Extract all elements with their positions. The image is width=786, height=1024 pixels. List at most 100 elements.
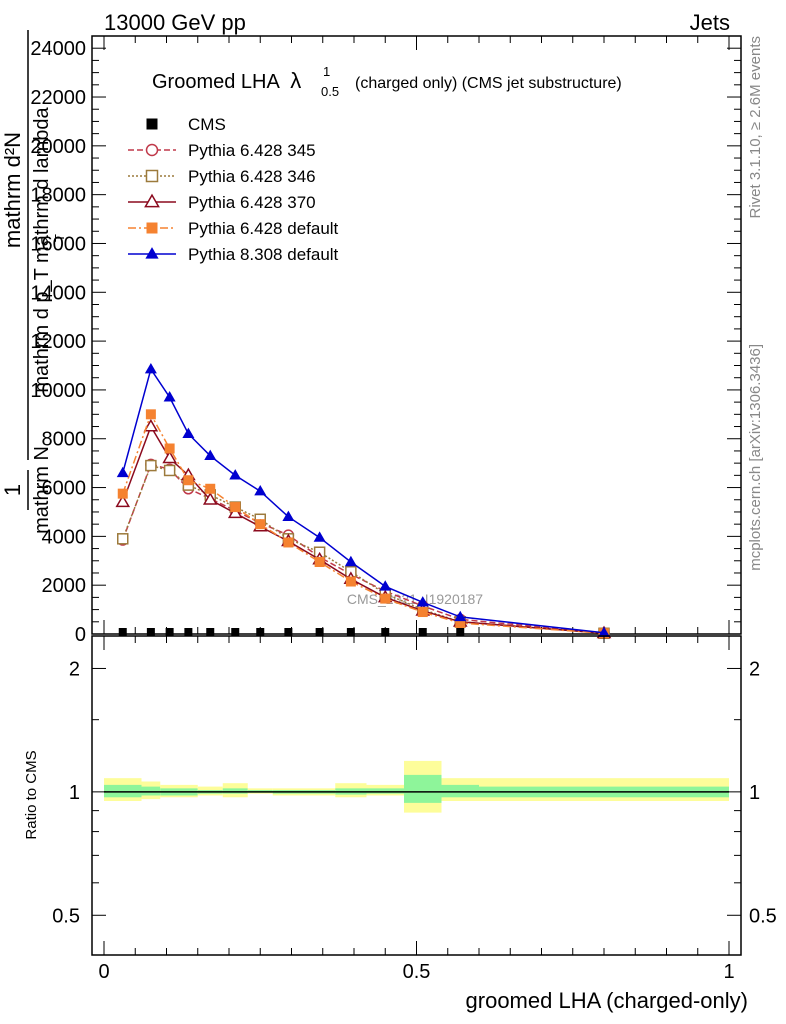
legend-item: CMS (146, 115, 226, 134)
data-point (204, 449, 217, 461)
ratio-axes: 0.5 0.5 1 1 2 2 0 0.5 1 (52, 635, 777, 983)
main-ytick-label: 22000 (30, 87, 86, 109)
data-point (380, 593, 391, 604)
data-point (598, 626, 610, 637)
ratio-ylabel: Ratio to CMS (23, 750, 40, 839)
main-ytick-label: 12000 (30, 331, 86, 353)
data-point (416, 596, 429, 607)
plot-title: Groomed LHA λ 1 0.5 (charged only) (CMS … (152, 64, 622, 99)
ratio-band-stat (441, 784, 479, 798)
main-ytick-label: 20000 (30, 136, 86, 158)
data-point (454, 610, 467, 622)
data-point (163, 464, 176, 477)
main-ytick-label: 6000 (42, 478, 87, 500)
data-point (345, 576, 356, 587)
main-ytick-label: 18000 (30, 185, 86, 207)
legend-label: Pythia 6.428 default (188, 219, 339, 238)
legend-item: Pythia 8.308 default (128, 245, 339, 264)
data-point (162, 450, 177, 464)
series-line (122, 463, 605, 634)
legend-label: CMS (188, 115, 226, 134)
data-point (206, 628, 215, 636)
legend: CMS Pythia 6.428 345 Pythia 6.428 346 Pythi… (128, 115, 339, 264)
x-axis-label: groomed LHA (charged-only) (466, 988, 748, 1013)
data-point (145, 409, 156, 420)
rivet-label: Rivet 3.1.10, ≥ 2.6M events (747, 36, 764, 219)
data-point (229, 469, 242, 480)
ratio-ytick-label: 1 (69, 782, 80, 804)
data-point (283, 537, 294, 548)
ylabel-numerator: mathrm d²N (0, 132, 25, 248)
data-point (456, 628, 465, 636)
data-point (182, 427, 195, 439)
title-sub: 0.5 (321, 84, 339, 99)
main-ytick-label: 10000 (30, 380, 86, 402)
ylabel-sub: T (52, 234, 67, 242)
header-right: Jets (690, 10, 730, 35)
legend-marker (144, 193, 160, 208)
legend-marker (145, 169, 159, 183)
title-main: Groomed LHA (152, 71, 280, 93)
ylabel-prefix-den: mathrm N (31, 446, 53, 534)
ratio-bands (104, 760, 729, 813)
data-point (117, 533, 129, 545)
legend-marker (145, 247, 159, 259)
legend-marker (146, 222, 158, 234)
ratio-ytick-label-right: 0.5 (749, 905, 777, 927)
data-point (227, 505, 243, 519)
data-point (379, 580, 392, 591)
data-point (313, 531, 326, 542)
legend-item: Pythia 6.428 346 (128, 167, 316, 186)
ratio-ytick-label-right: 2 (749, 658, 760, 680)
data-point (145, 459, 157, 472)
main-ylabel: 1 mathrm N mathrm d²N mathrm d p_T mathr… (0, 30, 67, 534)
data-point (231, 628, 240, 636)
data-point (184, 628, 193, 636)
main-ytick-label: 0 (75, 624, 86, 646)
data-point (417, 607, 428, 618)
data-point (183, 475, 194, 486)
main-axes: 0 2000 4000 6000 8000 10000 12000 14000 16000 180… (30, 35, 742, 646)
series-0 (118, 628, 465, 636)
data-point (346, 628, 355, 636)
title-rest: (charged only) (CMS jet substructure) (355, 75, 622, 92)
main-series (115, 362, 612, 640)
mcplots-label: mcplots.cern.ch [arXiv:1306.3436] (747, 344, 764, 571)
data-point (255, 519, 266, 530)
legend-label: Pythia 6.428 346 (188, 167, 316, 186)
ratio-band-stat (104, 784, 142, 798)
xtick-label: 1 (723, 961, 734, 983)
data-point (256, 628, 265, 636)
data-point (146, 628, 155, 636)
series-5 (116, 362, 610, 637)
title-lambda: λ (290, 68, 301, 93)
data-point (284, 628, 293, 636)
data-point (254, 485, 267, 496)
data-point (143, 418, 159, 432)
ylabel-prefix-num: 1 (0, 484, 25, 496)
data-point (118, 628, 127, 636)
legend-marker (146, 118, 158, 130)
data-point (205, 483, 216, 494)
xtick-label: 0.5 (403, 961, 431, 983)
svg-text:Groomed LHA λ: Groomed LHA λ (152, 68, 301, 93)
series-line (122, 367, 605, 634)
main-ytick-label: 24000 (30, 38, 86, 60)
main-ytick-label: 8000 (42, 429, 87, 451)
data-point (116, 466, 129, 478)
ratio-ytick-label: 0.5 (52, 905, 80, 927)
data-point (315, 628, 324, 636)
main-ytick-label: 16000 (30, 233, 86, 255)
data-point (144, 362, 157, 374)
legend-label: Pythia 6.428 370 (188, 193, 316, 212)
header-left: 13000 GeV pp (104, 10, 246, 35)
data-point (418, 628, 427, 636)
data-point (164, 443, 175, 454)
series-line (122, 412, 605, 635)
ratio-band-stat (141, 786, 161, 796)
ratio-ytick-label-right: 1 (749, 782, 760, 804)
data-point (165, 628, 174, 636)
data-point (381, 628, 390, 636)
ratio-band-stat (222, 788, 248, 794)
